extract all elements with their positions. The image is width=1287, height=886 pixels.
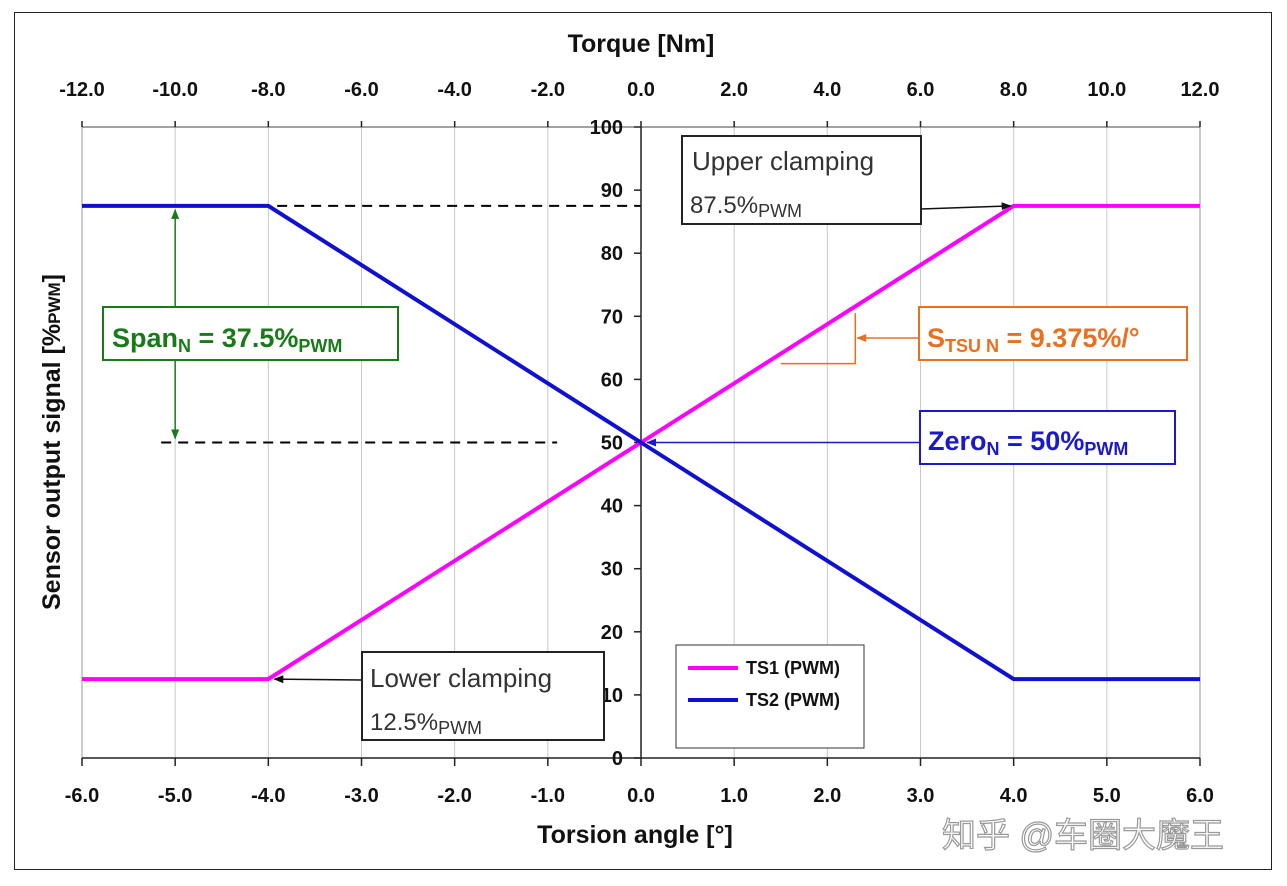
y-tick-label: 60 [601, 369, 623, 391]
y-tick-label: 10 [601, 685, 623, 707]
x2-tick-label: -6.0 [344, 79, 378, 101]
x2-tick-label: 2.0 [720, 79, 748, 101]
x-tick-label: 0.0 [627, 785, 655, 807]
x2-tick-label: 6.0 [907, 79, 935, 101]
x2-tick-label: 12.0 [1181, 79, 1220, 101]
x-tick-label: -3.0 [344, 785, 378, 807]
y-tick-label: 0 [612, 748, 623, 770]
x-tick-label: 4.0 [1000, 785, 1028, 807]
y-tick-label: 50 [601, 433, 623, 455]
legend-label-ts2: TS2 (PWM) [746, 690, 840, 710]
upper-clamping-annotation: Upper clamping 87.5%PWM [681, 135, 922, 225]
sensitivity-annotation: STSU N = 9.375%/° [918, 306, 1188, 361]
slope-triangle [780, 313, 857, 365]
upper-clamping-value: 87.5%PWM [690, 192, 802, 221]
legend-label-ts1: TS1 (PWM) [746, 658, 840, 678]
zero-annotation: ZeroN = 50%PWM [919, 410, 1176, 465]
x-tick-label: 3.0 [907, 785, 935, 807]
x2-tick-label: -12.0 [59, 79, 105, 101]
series-line-2 [82, 203, 1200, 682]
y-tick-label: 20 [601, 622, 623, 644]
span-annotation: SpanN = 37.5%PWM [102, 306, 399, 361]
x-axis-title: Torsion angle [°] [537, 821, 733, 849]
x2-tick-label: 0.0 [627, 79, 655, 101]
x-tick-label: -1.0 [531, 785, 565, 807]
x2-tick-label: 10.0 [1087, 79, 1126, 101]
y-tick-label: 80 [601, 243, 623, 265]
lower-clamping-annotation: Lower clamping 12.5%PWM [361, 651, 605, 741]
x-tick-label: -4.0 [251, 785, 285, 807]
zero-label: ZeroN = 50%PWM [928, 426, 1128, 459]
x-tick-label: -2.0 [437, 785, 471, 807]
y-tick-label: 70 [601, 306, 623, 328]
x-tick-label: -6.0 [65, 785, 99, 807]
sensitivity-label: STSU N = 9.375%/° [927, 323, 1140, 356]
x-tick-label: -5.0 [158, 785, 192, 807]
y-tick-label: 30 [601, 559, 623, 581]
x2-tick-label: -10.0 [152, 79, 198, 101]
lower-clamping-value: 12.5%PWM [370, 709, 482, 738]
x-tick-label: 1.0 [720, 785, 748, 807]
y-tick-label: 40 [601, 496, 623, 518]
x2-tick-label: 8.0 [1000, 79, 1028, 101]
y-tick-label: 100 [590, 117, 623, 139]
upper-clamping-arrow [920, 202, 1012, 211]
y-axis-title: Sensor output signal [%PWM] [38, 274, 66, 610]
upper-clamping-label: Upper clamping [692, 146, 874, 176]
x-tick-label: 6.0 [1186, 785, 1214, 807]
x-tick-label: 5.0 [1093, 785, 1121, 807]
watermark: 知乎 @车圈大魔王 [942, 817, 1224, 855]
legend: TS1 (PWM) TS2 (PWM) [675, 644, 865, 749]
lower-clamping-arrow [273, 675, 363, 684]
span-label: SpanN = 37.5%PWM [112, 323, 342, 356]
x2-tick-label: -8.0 [251, 79, 285, 101]
lower-clamping-label: Lower clamping [370, 663, 552, 693]
x2-tick-label: 4.0 [813, 79, 841, 101]
y-tick-label: 90 [601, 180, 623, 202]
x2-tick-label: -2.0 [531, 79, 565, 101]
x2-axis-title: Torque [Nm] [568, 30, 715, 58]
x-tick-label: 2.0 [813, 785, 841, 807]
x2-tick-label: -4.0 [437, 79, 471, 101]
